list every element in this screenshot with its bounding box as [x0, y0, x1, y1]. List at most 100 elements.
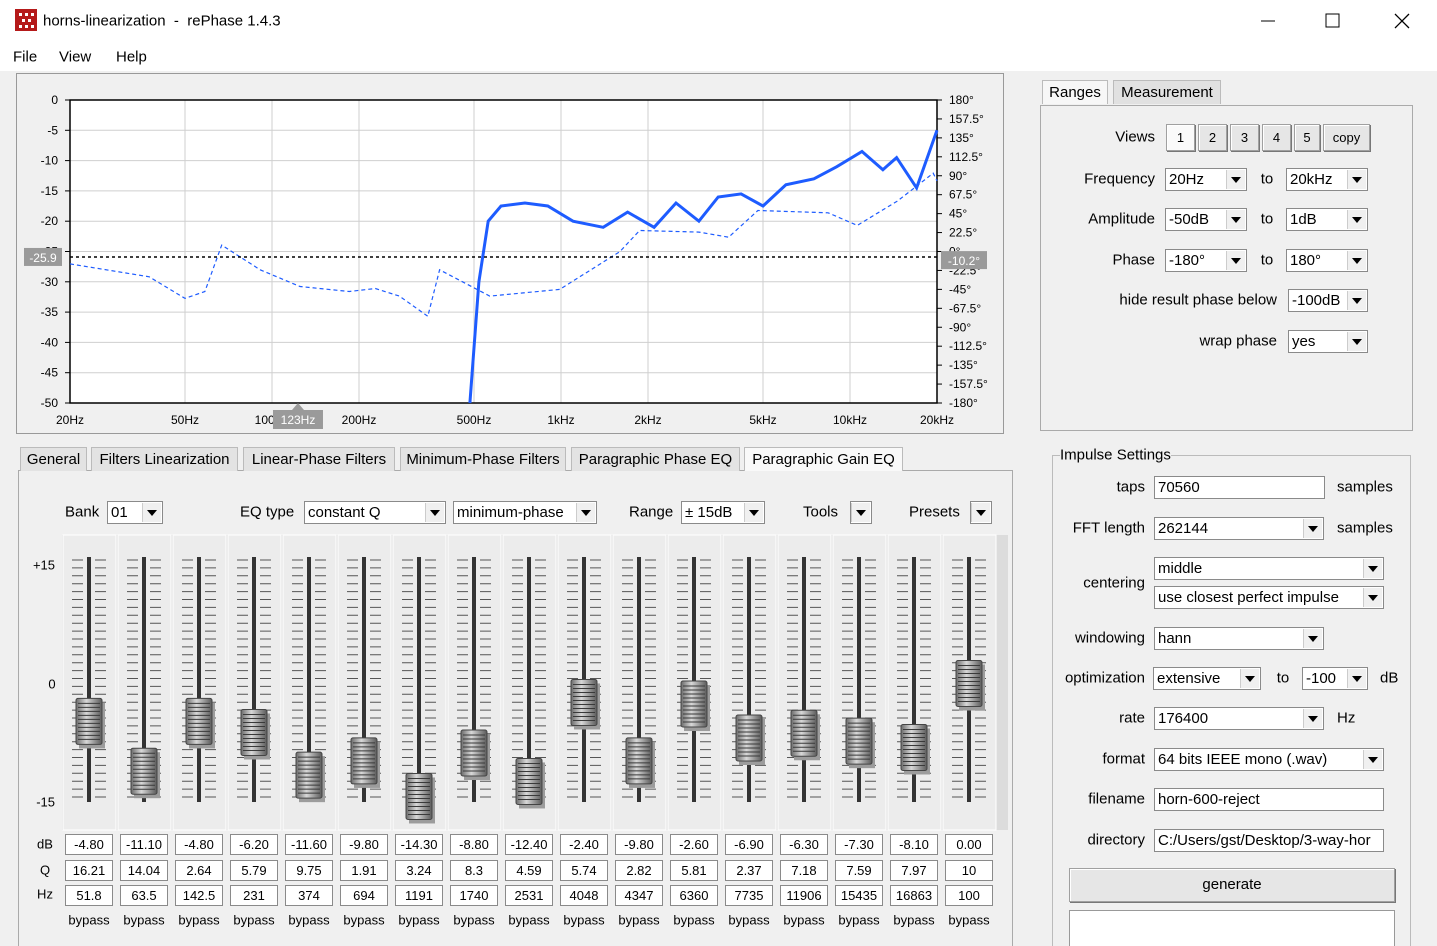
- dropdown-arrow[interactable]: [142, 503, 161, 522]
- hz-field[interactable]: 694: [340, 885, 388, 906]
- q-field[interactable]: 5.79: [230, 860, 278, 881]
- view-button[interactable]: 5: [1294, 124, 1320, 151]
- hz-field[interactable]: 142.5: [175, 885, 223, 906]
- eq-tab[interactable]: Minimum-Phase Filters: [400, 447, 566, 471]
- hz-field[interactable]: 51.8: [65, 885, 113, 906]
- hz-field[interactable]: 7735: [725, 885, 773, 906]
- view-button[interactable]: 3: [1230, 124, 1259, 151]
- q-field[interactable]: 14.04: [120, 860, 168, 881]
- db-field[interactable]: -11.60: [285, 834, 333, 855]
- view-button[interactable]: copy: [1323, 124, 1370, 151]
- dropdown-arrow[interactable]: [425, 503, 444, 522]
- eq-tab[interactable]: Paragraphic Gain EQ: [744, 447, 903, 471]
- hz-field[interactable]: 1740: [450, 885, 498, 906]
- bank[interactable]: 01: [107, 501, 163, 524]
- view-button[interactable]: 2: [1198, 124, 1227, 151]
- q-field[interactable]: 9.75: [285, 860, 333, 881]
- q-field[interactable]: 5.81: [670, 860, 718, 881]
- optimization[interactable]: extensive: [1153, 667, 1261, 690]
- db-field[interactable]: -6.30: [780, 834, 828, 855]
- presets-label[interactable]: Presets: [909, 503, 960, 521]
- dropdown-arrow[interactable]: [576, 503, 595, 522]
- q-field[interactable]: 3.24: [395, 860, 443, 881]
- hz-field[interactable]: 63.5: [120, 885, 168, 906]
- dropdown-arrow[interactable]: [1303, 519, 1322, 538]
- db-field[interactable]: -4.80: [175, 834, 223, 855]
- bypass-toggle[interactable]: bypass: [893, 912, 935, 928]
- db-field[interactable]: -8.10: [890, 834, 938, 855]
- q-field[interactable]: 1.91: [340, 860, 388, 881]
- dropdown-arrow[interactable]: [1347, 170, 1366, 189]
- bypass-toggle[interactable]: bypass: [123, 912, 165, 928]
- eq-tab[interactable]: General: [20, 447, 87, 471]
- q-field[interactable]: 2.64: [175, 860, 223, 881]
- ranges-tab[interactable]: Measurement: [1113, 80, 1221, 104]
- hz-field[interactable]: 11906: [780, 885, 828, 906]
- q-field[interactable]: 7.59: [835, 860, 883, 881]
- bypass-toggle[interactable]: bypass: [673, 912, 715, 928]
- eq-range[interactable]: ± 15dB: [681, 501, 765, 524]
- q-field[interactable]: 4.59: [505, 860, 553, 881]
- bypass-toggle[interactable]: bypass: [68, 912, 110, 928]
- db-field[interactable]: -11.10: [120, 834, 168, 855]
- bypass-toggle[interactable]: bypass: [618, 912, 660, 928]
- q-field[interactable]: 2.82: [615, 860, 663, 881]
- taps[interactable]: 70560: [1154, 476, 1325, 499]
- q-field[interactable]: 7.18: [780, 860, 828, 881]
- db-field[interactable]: -6.90: [725, 834, 773, 855]
- hide-phase[interactable]: -100dB: [1288, 289, 1368, 312]
- db-field[interactable]: -9.80: [340, 834, 388, 855]
- format[interactable]: 64 bits IEEE mono (.wav): [1154, 748, 1384, 771]
- db-field[interactable]: -14.30: [395, 834, 443, 855]
- dropdown-arrow[interactable]: [744, 503, 763, 522]
- bypass-toggle[interactable]: bypass: [343, 912, 385, 928]
- hz-field[interactable]: 100: [945, 885, 993, 906]
- windowing[interactable]: hann: [1154, 627, 1324, 650]
- q-field[interactable]: 16.21: [65, 860, 113, 881]
- menu-item[interactable]: File: [13, 48, 38, 66]
- dropdown-arrow[interactable]: [1347, 291, 1366, 310]
- eq-tab[interactable]: Filters Linearization: [91, 447, 238, 471]
- db-field[interactable]: -2.40: [560, 834, 608, 855]
- bypass-toggle[interactable]: bypass: [783, 912, 825, 928]
- range-from[interactable]: -50dB: [1165, 208, 1247, 231]
- maximize-button[interactable]: [1325, 13, 1340, 28]
- dropdown-arrow[interactable]: [1363, 588, 1382, 607]
- db-field[interactable]: -4.80: [65, 834, 113, 855]
- eq-type[interactable]: constant Q: [304, 501, 446, 524]
- hz-field[interactable]: 374: [285, 885, 333, 906]
- db-field[interactable]: -6.20: [230, 834, 278, 855]
- bypass-toggle[interactable]: bypass: [563, 912, 605, 928]
- bypass-toggle[interactable]: bypass: [508, 912, 550, 928]
- dropdown-arrow[interactable]: [851, 503, 870, 522]
- menu-item[interactable]: View: [59, 48, 92, 66]
- db-field[interactable]: -9.80: [615, 834, 663, 855]
- optimization-to[interactable]: -100: [1302, 667, 1368, 690]
- tools-dd[interactable]: Tools: [850, 501, 872, 524]
- bypass-toggle[interactable]: bypass: [178, 912, 220, 928]
- bypass-toggle[interactable]: bypass: [398, 912, 440, 928]
- bypass-toggle[interactable]: bypass: [948, 912, 990, 928]
- tools-label[interactable]: Tools: [803, 503, 839, 521]
- hz-field[interactable]: 2531: [505, 885, 553, 906]
- range-to[interactable]: 1dB: [1286, 208, 1368, 231]
- wrap-phase[interactable]: yes: [1288, 330, 1368, 353]
- dropdown-arrow[interactable]: [1347, 669, 1366, 688]
- centering[interactable]: middle: [1154, 557, 1384, 580]
- hz-field[interactable]: 15435: [835, 885, 883, 906]
- hz-field[interactable]: 231: [230, 885, 278, 906]
- db-field[interactable]: -7.30: [835, 834, 883, 855]
- db-field[interactable]: -8.80: [450, 834, 498, 855]
- dropdown-arrow[interactable]: [1240, 669, 1259, 688]
- dropdown-arrow[interactable]: [1226, 251, 1245, 270]
- db-field[interactable]: 0.00: [945, 834, 993, 855]
- range-to[interactable]: 180°: [1286, 249, 1368, 272]
- eq-tab[interactable]: Linear-Phase Filters: [243, 447, 395, 471]
- bypass-toggle[interactable]: bypass: [728, 912, 770, 928]
- dropdown-arrow[interactable]: [1347, 332, 1366, 351]
- range-from[interactable]: -180°: [1165, 249, 1247, 272]
- bypass-toggle[interactable]: bypass: [453, 912, 495, 928]
- centering-option[interactable]: use closest perfect impulse: [1154, 586, 1384, 609]
- dropdown-arrow[interactable]: [1363, 559, 1382, 578]
- range-to[interactable]: 20kHz: [1286, 168, 1368, 191]
